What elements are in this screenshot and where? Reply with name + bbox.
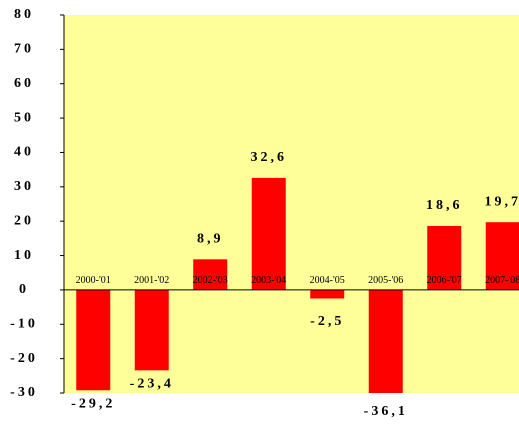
x-tick-label: 2001-'02 (134, 275, 169, 286)
y-tick-label: 50 (14, 110, 34, 125)
value-label: 32,6 (251, 150, 288, 165)
value-label: 8,9 (197, 232, 224, 247)
y-tick-label: 0 (19, 282, 29, 297)
value-label: -29,2 (71, 396, 115, 411)
x-tick-label: 2005-'06 (368, 275, 403, 286)
y-tick-label: -30 (10, 385, 38, 400)
x-tick-label: 2003-'04 (251, 275, 286, 286)
x-tick-label: 2002-'03 (193, 275, 228, 286)
bar (310, 289, 345, 299)
x-tick-label: 2004-'05 (310, 275, 345, 286)
value-label: 19,7 (485, 194, 519, 209)
y-tick-label: 60 (14, 76, 34, 91)
y-tick-label: 20 (14, 213, 34, 228)
y-tick-label: -20 (10, 351, 38, 366)
bar (193, 259, 228, 290)
value-label: -2,5 (310, 314, 344, 329)
bar (427, 225, 462, 290)
y-tick-label: 30 (14, 179, 34, 194)
y-tick-label: 70 (14, 42, 34, 57)
y-tick-label: 10 (14, 248, 34, 263)
x-tick-label: 2007-'08 (485, 275, 519, 286)
bar (485, 222, 519, 290)
value-label: -23,4 (130, 377, 174, 392)
value-label: 18,6 (426, 198, 463, 213)
bar (76, 289, 111, 391)
bar (251, 177, 286, 290)
value-label: -36,1 (364, 404, 408, 419)
y-tick-label: -10 (10, 316, 38, 331)
x-tick-label: 2006-'07 (427, 275, 462, 286)
bar (134, 289, 169, 371)
y-tick-label: 80 (14, 7, 34, 22)
x-tick-label: 2000-'01 (76, 275, 111, 286)
y-tick-label: 40 (14, 145, 34, 160)
bar (368, 289, 403, 393)
